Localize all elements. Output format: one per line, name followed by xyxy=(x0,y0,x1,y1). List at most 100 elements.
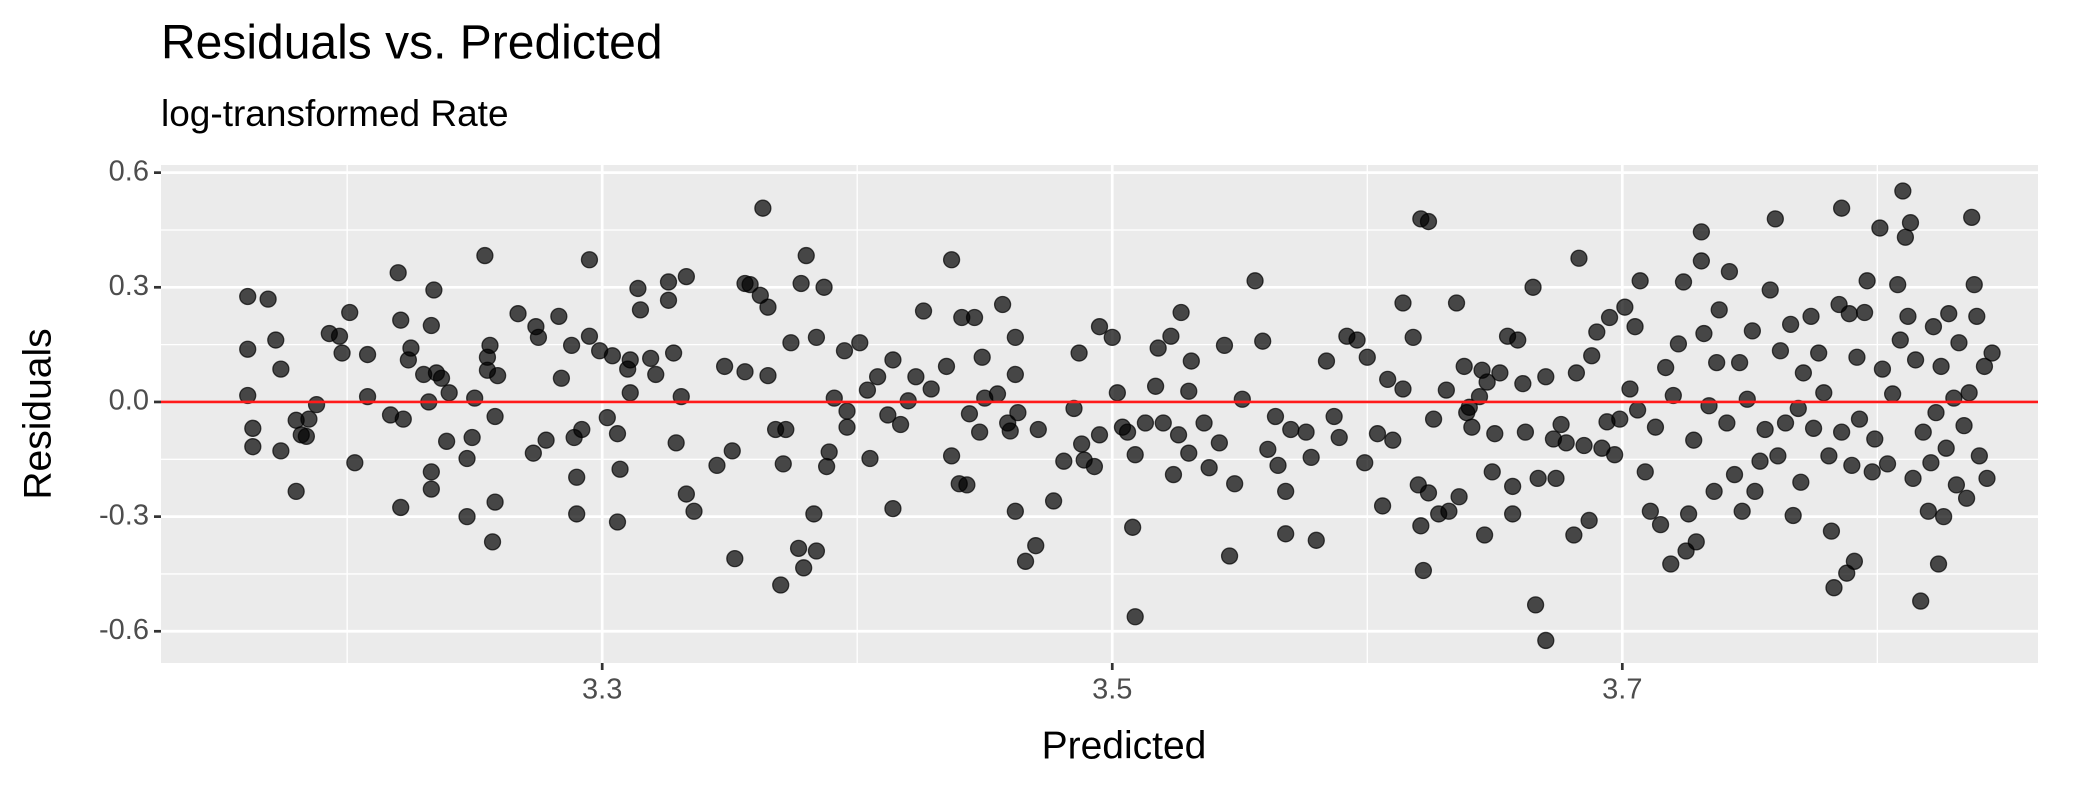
point xyxy=(1254,332,1272,350)
point xyxy=(1503,505,1522,523)
point xyxy=(358,387,377,406)
point xyxy=(1873,360,1892,378)
point xyxy=(1565,526,1583,544)
point xyxy=(1277,525,1295,543)
point xyxy=(392,311,410,329)
point xyxy=(481,336,499,355)
point xyxy=(603,347,622,365)
point xyxy=(1600,308,1619,327)
point xyxy=(1124,518,1142,536)
point xyxy=(1664,386,1682,405)
point xyxy=(907,368,925,386)
point xyxy=(1419,212,1438,231)
point xyxy=(1162,327,1180,345)
point xyxy=(562,336,581,355)
point xyxy=(1810,344,1828,362)
point xyxy=(1970,447,1988,465)
x-tick-label: 3.3 xyxy=(582,674,622,706)
point xyxy=(1055,452,1073,470)
point xyxy=(1450,488,1468,506)
point xyxy=(1963,208,1981,227)
point xyxy=(1616,298,1634,316)
point xyxy=(1537,631,1555,650)
point xyxy=(1692,252,1711,270)
point xyxy=(1657,358,1675,377)
point xyxy=(1710,301,1728,319)
point xyxy=(1802,307,1820,325)
point xyxy=(861,449,879,468)
point xyxy=(1419,484,1438,502)
point xyxy=(392,498,410,517)
point xyxy=(805,505,823,523)
point xyxy=(1373,497,1392,515)
point xyxy=(1269,456,1287,475)
point xyxy=(777,420,795,439)
point xyxy=(1195,414,1213,432)
point xyxy=(1146,377,1165,395)
point xyxy=(463,428,481,447)
point xyxy=(1858,272,1876,290)
point xyxy=(1016,552,1035,570)
y-tick-label: 0.6 xyxy=(109,155,149,187)
point xyxy=(1628,401,1647,419)
point xyxy=(659,291,678,309)
point xyxy=(677,485,696,503)
point xyxy=(1896,228,1915,246)
point xyxy=(1588,323,1606,341)
point xyxy=(1126,608,1144,626)
point xyxy=(664,344,683,362)
point xyxy=(573,420,591,439)
point xyxy=(1965,275,1983,294)
point xyxy=(942,251,961,269)
point xyxy=(1771,342,1790,360)
point xyxy=(1626,318,1644,336)
point xyxy=(1118,423,1137,441)
point xyxy=(1524,278,1542,296)
point xyxy=(272,360,290,378)
point xyxy=(1863,463,1881,481)
point xyxy=(621,351,639,369)
point xyxy=(1904,469,1922,488)
point xyxy=(1792,473,1810,491)
point xyxy=(825,389,843,407)
point xyxy=(1983,344,2001,362)
point xyxy=(1641,502,1660,520)
point xyxy=(1575,436,1593,455)
point xyxy=(1730,353,1749,372)
point xyxy=(1621,380,1639,398)
point xyxy=(1478,373,1496,391)
point xyxy=(685,502,703,520)
point xyxy=(330,327,349,345)
point xyxy=(394,410,412,428)
point xyxy=(942,447,961,465)
point xyxy=(937,357,956,376)
point xyxy=(1922,454,1940,472)
point xyxy=(1794,364,1813,382)
point xyxy=(1379,370,1397,389)
point xyxy=(402,339,420,357)
point xyxy=(458,507,476,526)
point xyxy=(1503,477,1522,496)
point xyxy=(1006,365,1024,384)
point xyxy=(358,345,377,364)
point xyxy=(1924,318,1943,336)
point xyxy=(1259,440,1277,459)
point xyxy=(1978,469,1996,488)
point xyxy=(1182,352,1200,370)
point xyxy=(422,316,440,335)
point xyxy=(1825,579,1843,597)
point xyxy=(1282,420,1300,439)
point xyxy=(1001,422,1019,440)
point xyxy=(1743,322,1762,340)
point xyxy=(1475,526,1494,544)
y-tick-label: 0.0 xyxy=(109,385,149,417)
point xyxy=(1832,423,1851,441)
point xyxy=(723,442,741,460)
point xyxy=(1850,410,1869,428)
point xyxy=(993,295,1012,314)
point xyxy=(1330,428,1348,447)
y-axis-title: Residuals xyxy=(16,328,59,499)
point xyxy=(960,405,979,423)
point xyxy=(422,463,440,481)
point xyxy=(1815,384,1833,402)
